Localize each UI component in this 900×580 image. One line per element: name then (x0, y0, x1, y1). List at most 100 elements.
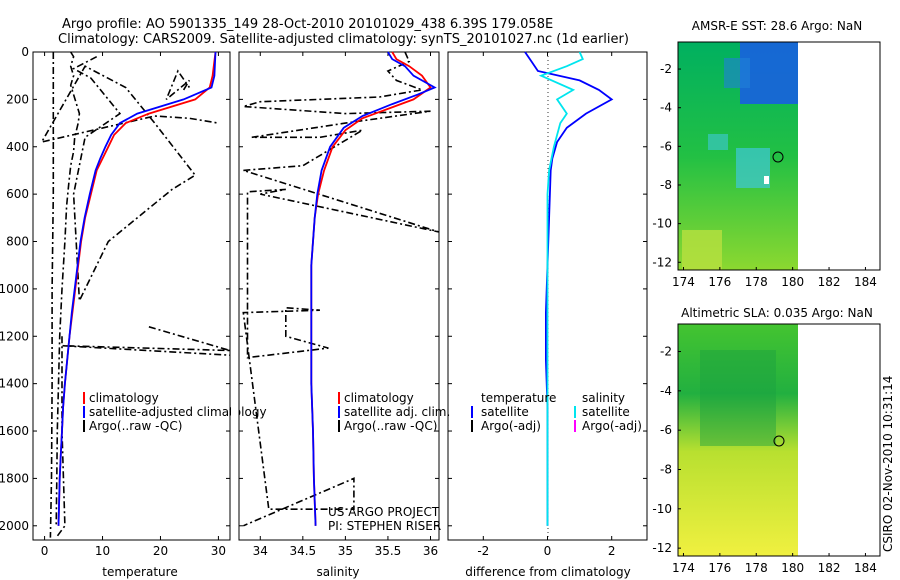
project-name: US ARGO PROJECT (328, 505, 440, 519)
legend-label-temp-satellite: satellite (481, 405, 529, 419)
legend-label-climatology: climatology (344, 391, 414, 405)
series-line-argo-raw (55, 51, 81, 526)
x-tick-label: 2 (608, 544, 616, 558)
legend-label-temp-argo: Argo(-adj) (481, 419, 541, 433)
y-tick-label: 800 (6, 235, 29, 249)
legend-label-argo: Argo(..raw -QC) (89, 419, 182, 433)
series-line-argo-raw (165, 69, 191, 101)
x-tick-label: 0 (544, 544, 552, 558)
x-tick-label: 36 (423, 544, 438, 558)
x-tick-label: 35.5 (375, 544, 402, 558)
x-tick-label: 34.5 (289, 544, 316, 558)
timestamp: CSIRO 02-Nov-2010 10:31:14 (881, 376, 895, 552)
sla-no-data-region (798, 324, 880, 556)
series-line-argo-raw (242, 51, 440, 527)
salinity-legend: climatology satellite adj. clim. Argo(..… (338, 391, 450, 433)
legend-label-argo: Argo(..raw -QC) (344, 419, 437, 433)
y-tick-label: 2000 (0, 519, 29, 533)
difference-legend: temperature satellite Argo(-adj) salinit… (471, 391, 642, 433)
map-x-tick-label: 174 (672, 561, 695, 575)
sst-map-title: AMSR-E SST: 28.6 Argo: NaN (692, 19, 862, 33)
map-y-tick-label: -4 (660, 384, 672, 398)
map-y-tick-label: -10 (652, 217, 672, 231)
sst-map-axes: 174 176 178 180 182 184 -2 -4 -6 -8 -10 -12 (652, 62, 877, 289)
map-x-tick-label: 182 (818, 275, 841, 289)
map-x-tick-label: 184 (854, 561, 877, 575)
difference-axes: -2 0 2 (448, 51, 647, 558)
map-y-tick-label: -8 (660, 462, 672, 476)
map-y-tick-label: -12 (652, 541, 672, 555)
sst-map-frame (677, 41, 881, 271)
y-tick-label: 0 (21, 45, 29, 59)
series-line-argo-raw (55, 336, 66, 539)
legend-label-sal-argo: Argo(-adj) (582, 419, 642, 433)
salinity-xlabel: salinity (316, 565, 359, 579)
map-y-tick-label: -4 (660, 101, 672, 115)
y-tick-label: 600 (6, 187, 29, 201)
series-line-argo-raw (61, 326, 231, 356)
x-tick-label: 34 (253, 544, 268, 558)
sla-map-title: Altimetric SLA: 0.035 Argo: NaN (681, 306, 873, 320)
map-x-tick-label: 176 (708, 561, 731, 575)
y-tick-label: 1000 (0, 282, 29, 296)
temperature-panel: 0 10 20 30 0 200 400 600 800 1000 1200 1400 1600 1800… (0, 45, 267, 579)
sst-warm-patch (682, 230, 722, 270)
x-tick-label: -2 (477, 544, 489, 558)
x-tick-label: 10 (95, 544, 110, 558)
y-tick-label: 1400 (0, 377, 29, 391)
sst-map-panel: AMSR-E SST: 28.6 Argo: NaN 174 176 178 180 1… (652, 19, 881, 289)
x-tick-label: 30 (211, 544, 226, 558)
sst-cool-patch (724, 58, 750, 88)
series-line-climatology (57, 51, 217, 526)
project-pi: PI: STEPHEN RISER (328, 519, 441, 533)
salinity-panel: 34 34.5 35 35.5 36 salinity climatology sate… (238, 51, 450, 579)
temperature-axes: 0 10 20 30 0 200 400 600 800 1000 1200 1400 1600 1800… (0, 45, 230, 558)
title-line-2: Climatology: CARS2009. Satellite-adjuste… (58, 32, 629, 47)
map-y-tick-label: -12 (652, 255, 672, 269)
map-y-tick-label: -6 (660, 423, 672, 437)
sla-field (678, 324, 798, 556)
series-line-satellite-salinity (538, 51, 584, 526)
temperature-xlabel: temperature (102, 565, 177, 579)
legend-label-satellite: satellite adj. clim. (344, 405, 450, 419)
y-tick-label: 400 (6, 140, 29, 154)
title-line-1: Argo profile: AO 5901335_149 28-Oct-2010… (62, 17, 553, 32)
x-tick-label: 35 (338, 544, 353, 558)
map-x-tick-label: 182 (818, 561, 841, 575)
map-x-tick-label: 174 (672, 275, 695, 289)
temperature-lines (40, 51, 231, 539)
salinity-axes: 34 34.5 35 35.5 36 (239, 51, 439, 558)
map-y-tick-label: -8 (660, 178, 672, 192)
salinity-plot-frame (238, 51, 440, 541)
sst-cyan-patch (708, 134, 728, 150)
legend-title-salinity: salinity (582, 391, 625, 405)
map-y-tick-label: -10 (652, 502, 672, 516)
argo-position-marker (773, 435, 785, 447)
legend-label-satellite: satellite-adjusted climatology (89, 405, 267, 419)
sst-no-data-region (798, 42, 880, 270)
series-line-argo-raw (49, 52, 55, 538)
series-line-satellite-temperature (524, 51, 614, 526)
legend-label-climatology: climatology (89, 391, 159, 405)
argo-position-marker (772, 151, 784, 163)
sla-map-axes: 174 176 178 180 182 184 -2 -4 -6 -8 -10 -12 (652, 345, 877, 575)
map-x-tick-label: 180 (781, 275, 804, 289)
difference-panel: -2 0 2 difference from climatology tempera… (447, 51, 648, 579)
x-tick-label: 0 (41, 544, 49, 558)
legend-label-sal-satellite: satellite (582, 405, 630, 419)
y-tick-label: 1600 (0, 424, 29, 438)
map-y-tick-label: -2 (660, 345, 672, 359)
legend-overflow-mask (231, 392, 239, 434)
salinity-lines (242, 51, 440, 527)
y-tick-label: 200 (6, 92, 29, 106)
temperature-legend: climatology satellite-adjusted climatolo… (83, 391, 267, 433)
y-tick-label: 1200 (0, 329, 29, 343)
map-x-tick-label: 184 (854, 275, 877, 289)
map-x-tick-label: 176 (708, 275, 731, 289)
legend-title-temperature: temperature (481, 391, 556, 405)
sla-map-frame (677, 323, 881, 557)
sst-missing-pixel (764, 176, 769, 184)
sla-low-patch (700, 350, 776, 446)
x-tick-label: 20 (153, 544, 168, 558)
